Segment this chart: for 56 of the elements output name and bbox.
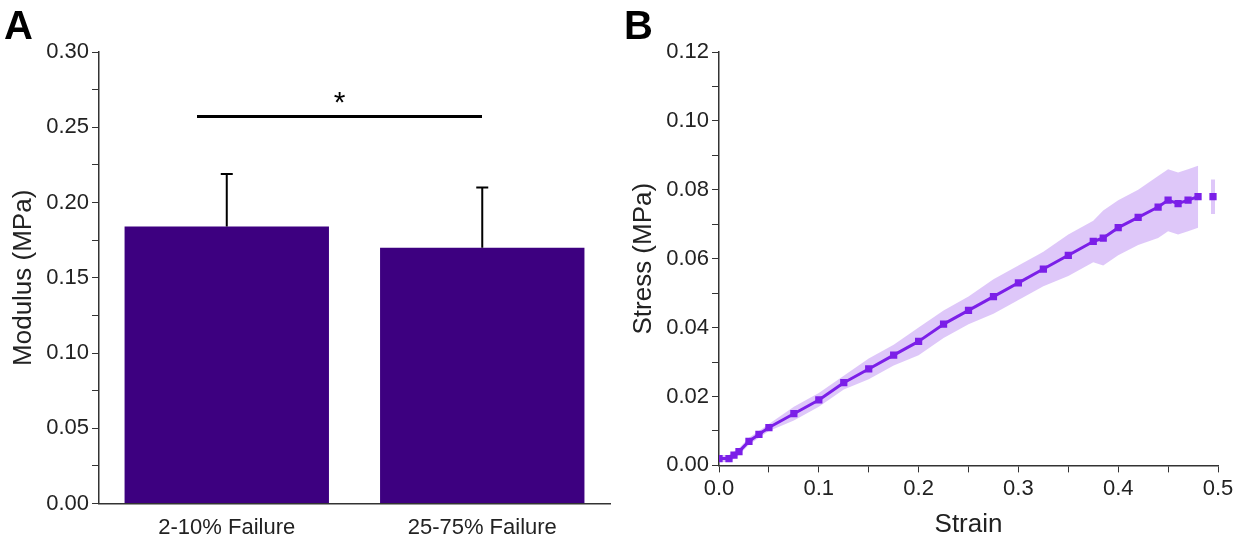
point xyxy=(755,430,763,439)
point xyxy=(815,396,823,404)
y-tick-label: 0.06 xyxy=(666,244,710,270)
point xyxy=(1039,265,1047,273)
x-tick-label: 0.2 xyxy=(903,474,934,500)
point xyxy=(1014,279,1023,287)
y-tick-label: 0.30 xyxy=(46,38,90,64)
point xyxy=(1089,237,1097,246)
point xyxy=(1194,193,1202,201)
y-axis-title: Stress (MPa) xyxy=(626,182,657,335)
point xyxy=(1184,196,1192,204)
point xyxy=(1064,251,1072,259)
annotation: * xyxy=(333,84,346,118)
x-tick-label: 0.1 xyxy=(803,474,835,500)
y-tick-label: 0.02 xyxy=(666,382,710,408)
y-axis-title: Modulus (MPa) xyxy=(6,189,37,366)
x-tick-label: 0.0 xyxy=(703,474,735,500)
point xyxy=(1154,203,1162,211)
y-tick-label: 0.15 xyxy=(46,263,90,289)
y-tick-label: 0.10 xyxy=(46,339,90,365)
y-tick-label: 0.00 xyxy=(46,489,90,515)
point xyxy=(865,365,873,373)
point xyxy=(1099,234,1107,242)
x-tick-label: 0.4 xyxy=(1102,474,1134,500)
point xyxy=(1164,196,1172,204)
x-tick-label: 25-75% Failure xyxy=(407,513,557,539)
chart-title: A xyxy=(4,3,33,48)
x-axis-title: Strain xyxy=(934,507,1003,538)
point xyxy=(735,448,743,456)
point xyxy=(964,306,973,314)
point xyxy=(1134,213,1142,221)
point xyxy=(914,337,923,345)
y-tick-label: 0.04 xyxy=(666,313,710,339)
y-tick-label: 0.00 xyxy=(666,451,710,477)
y-tick-label: 0.25 xyxy=(46,113,90,139)
x-tick-label: 2-10% Failure xyxy=(158,513,296,539)
y-tick-label: 0.20 xyxy=(46,188,90,214)
point xyxy=(745,437,753,445)
y-tick-label: 0.08 xyxy=(666,175,710,201)
y-tick-label: 0.12 xyxy=(666,38,710,64)
point xyxy=(840,379,848,387)
point xyxy=(890,351,898,359)
point xyxy=(730,451,738,459)
x-tick-label: 0.3 xyxy=(1003,474,1034,500)
point xyxy=(989,292,998,301)
point xyxy=(765,423,773,432)
point xyxy=(939,320,948,328)
point xyxy=(1114,224,1122,232)
x-tick-label: 0.5 xyxy=(1202,474,1234,500)
point xyxy=(1174,199,1182,208)
point xyxy=(790,410,798,418)
point xyxy=(1209,193,1217,201)
point xyxy=(725,454,733,463)
chart-title: B xyxy=(624,3,653,48)
y-tick-label: 0.10 xyxy=(666,106,710,132)
y-tick-label: 0.05 xyxy=(46,414,90,440)
